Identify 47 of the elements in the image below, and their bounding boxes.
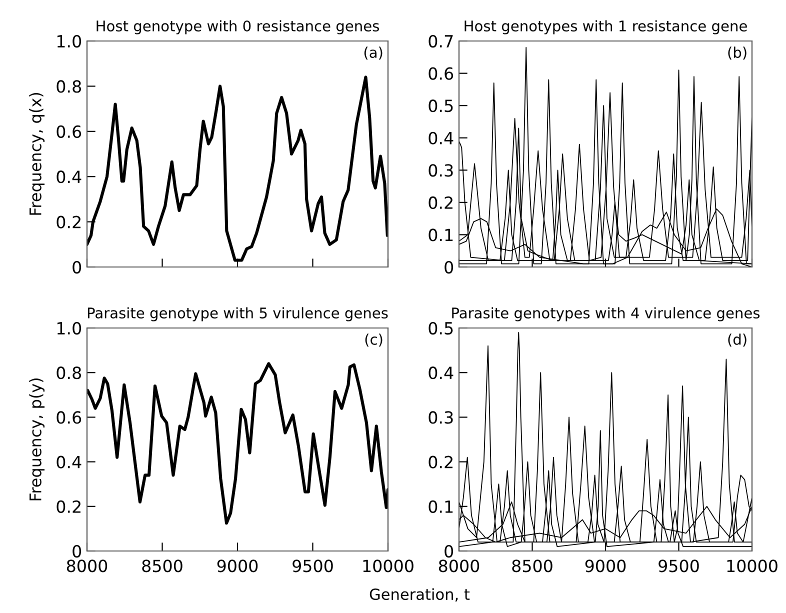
y-tick-label: 0 [444,544,454,558]
y-tick-label: 1.0 [57,322,82,335]
x-axis-title: Generation, t [370,588,470,602]
y-tick-label: 0.6 [56,411,82,424]
y-tick-label: 0.1 [428,228,453,242]
y-tick-label: 1.0 [57,34,82,48]
x-tick-label: 10000 [363,560,414,572]
y-tick-label: 0.2 [428,196,452,209]
y-tick-label: 0.2 [56,216,80,228]
x-tick-label: 8000 [438,560,480,572]
x-tick-label: 8500 [512,560,552,572]
y-tick-label: 0.4 [56,170,82,184]
y-tick-label: 0 [72,260,82,274]
x-tick-label: 9500 [292,560,333,572]
annotation: (d) [728,334,746,347]
y-tick-label: 0.2 [56,500,80,513]
y-tick-label: 0.1 [428,500,453,513]
chart-title: Parasite genotypes with 4 virulence genes [452,307,760,322]
y-tick-label: 0.8 [56,80,81,93]
chart-title: Parasite genotype with 5 virulence genes [88,307,388,322]
annotation: (a) [364,46,382,60]
x-tick-label: 8500 [142,560,182,572]
y-tick-label: 0.6 [56,125,82,138]
x-tick-label: 9500 [658,560,699,572]
chart-title: Host genotype with 0 resistance genes [96,20,379,34]
y-tick-label: 0 [444,260,454,274]
x-tick-label: 9000 [217,560,258,572]
x-tick-label: 10000 [727,560,778,572]
y-tick-label: 0.3 [428,164,453,177]
chart-title: Host genotypes with 1 resistance gene [464,20,747,34]
y-tick-label: 0.3 [428,411,453,424]
y-tick-label: 0.4 [428,366,454,380]
y-tick-label: 0.8 [56,366,81,380]
y-tick-label: 0.4 [56,456,82,468]
y-tick-label: 0.5 [428,100,453,112]
annotation: (b) [728,46,746,60]
y-tick-label: 0 [72,544,82,558]
annotation: (c) [365,334,382,347]
y-axis-title: Frequency, q(x) [29,93,45,215]
y-tick-label: 0.4 [428,132,454,144]
y-axis-title: Frequency, p(y) [29,378,45,500]
y-tick-label: 0.7 [428,34,453,48]
y-tick-label: 0.2 [428,456,452,468]
y-tick-label: 0.5 [428,322,453,335]
x-tick-label: 8000 [66,560,108,572]
x-tick-label: 9000 [585,560,626,572]
y-tick-label: 0.6 [428,67,454,80]
